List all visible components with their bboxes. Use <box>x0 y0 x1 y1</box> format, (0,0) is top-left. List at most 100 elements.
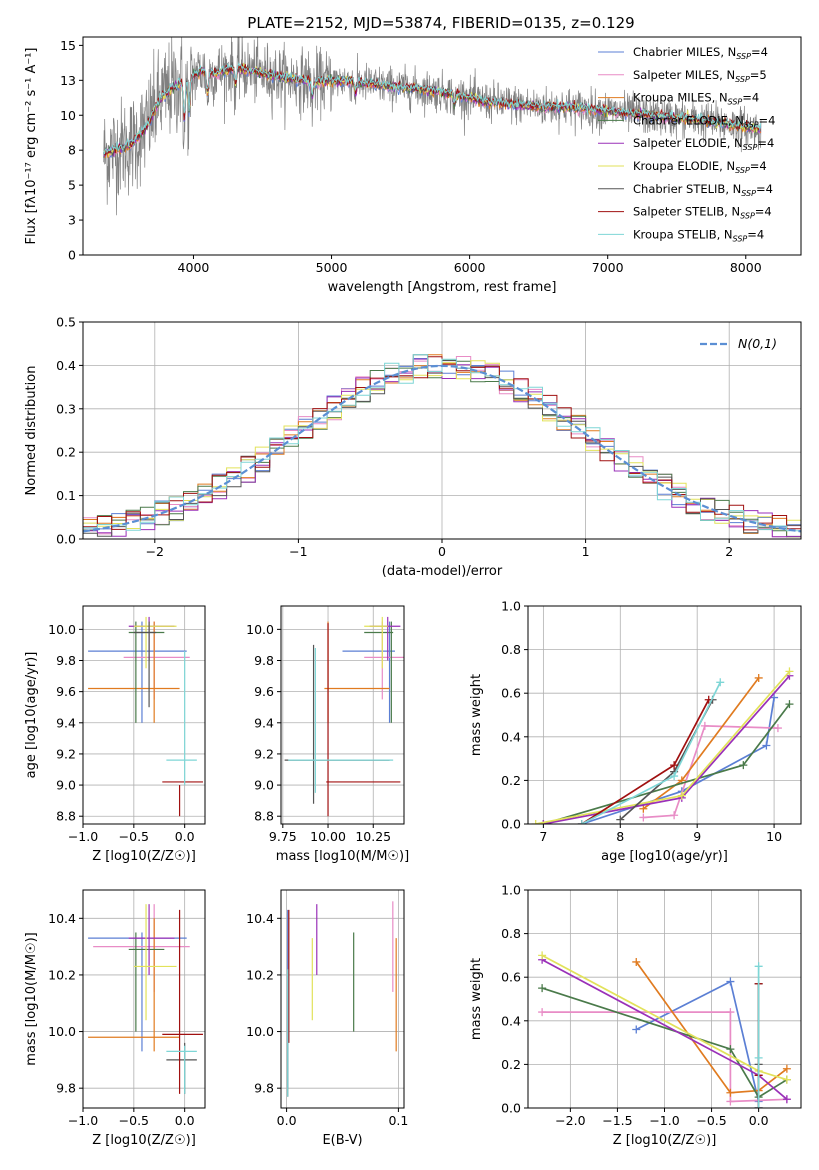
weight-marker <box>538 984 547 993</box>
y-tick-label: 1.0 <box>501 883 521 898</box>
y-tick-label: 9.2 <box>254 746 274 761</box>
legend-entry: Chabrier MILES, NSSP=4 <box>633 45 768 61</box>
x-tick-label: 0.0 <box>277 1113 297 1128</box>
x-tick-label: −0.5 <box>696 1113 726 1128</box>
y-tick-label: 0.5 <box>56 315 76 330</box>
y-tick-label: 9.6 <box>254 684 274 699</box>
weight-marker <box>670 811 679 820</box>
y-tick-label: 1.0 <box>501 599 521 614</box>
weight-marker <box>726 1045 735 1054</box>
plot-area <box>88 616 203 817</box>
spectrum-legend: Chabrier MILES, NSSP=4 Salpeter MILES, NS… <box>598 45 775 243</box>
y-tick-label: 9.0 <box>56 778 76 793</box>
x-tick-label: −1.0 <box>649 1113 679 1128</box>
y-tick-label: 10.0 <box>48 622 76 637</box>
y-tick-label: 0.3 <box>56 401 76 416</box>
axes-frame <box>82 36 802 256</box>
gaussian-curve <box>83 364 801 533</box>
y-tick-label: 0.2 <box>501 1057 521 1072</box>
x-tick-label: 0 <box>438 544 446 559</box>
x-axis-label: wavelength [Angstrom, rest frame] <box>328 280 557 295</box>
y-tick-label: 0.8 <box>501 926 521 941</box>
y-tick-label: 0.8 <box>501 642 521 657</box>
x-tick-label: −1.0 <box>68 829 98 844</box>
axes-frame <box>82 889 206 1109</box>
weight-marker <box>773 724 782 733</box>
age-vs-metallicity-panel: −1.0 −0.5 0.0 8.8 9.0 9.2 9.4 9.6 9.8 10.0 Z [log1… <box>24 605 206 864</box>
y-tick-label: 9.8 <box>56 1081 76 1096</box>
y-tick-label: 0.4 <box>501 729 521 744</box>
weight-marker <box>539 820 548 824</box>
x-axis-label: age [log10(age/yr)] <box>601 849 728 864</box>
y-tick-label: 9.6 <box>56 684 76 699</box>
x-axis-label: Z [log10(Z/Z☉)] <box>613 1133 717 1148</box>
spectrum-panel: Chabrier MILES, NSSP=4 Salpeter MILES, NS… <box>24 36 802 295</box>
weight-marker <box>726 977 735 986</box>
axes-frame <box>82 605 206 825</box>
weight-marker <box>632 1025 641 1034</box>
y-axis-label: Flux [fλ10⁻¹⁷ erg cm⁻² s⁻¹ A⁻¹] <box>24 48 39 245</box>
weight-marker <box>754 1053 763 1062</box>
mass-vs-ebv-panel: 0.0 0.1 9.8 10.0 10.2 10.4 E(B-V) <box>246 889 408 1148</box>
x-tick-label: 7 <box>539 829 547 844</box>
weight-marker <box>538 951 547 960</box>
x-axis-label: Z [log10(Z/Z☉)] <box>92 1133 196 1148</box>
weight-marker <box>785 700 794 709</box>
axes-frame <box>280 605 405 825</box>
weight-marker <box>726 1008 735 1017</box>
legend-entry: Chabrier ELODIE, NSSP=4 <box>633 113 775 129</box>
x-tick-label: 5000 <box>316 260 348 275</box>
weight-marker <box>716 678 725 687</box>
y-tick-label: 10 <box>60 108 76 123</box>
y-tick-label: 9.8 <box>56 653 76 668</box>
spectrum-data-line <box>103 37 762 216</box>
x-tick-label: 10.00 <box>310 829 346 844</box>
weight-marker <box>782 1075 791 1084</box>
y-tick-label: 8.8 <box>254 809 274 824</box>
weight-marker <box>726 1088 735 1097</box>
y-axis-label: mass weight <box>469 958 484 1040</box>
model-line <box>103 62 762 155</box>
plot-area <box>88 904 203 1094</box>
age-vs-mass-panel: 9.75 10.00 10.25 8.8 9.0 9.2 9.4 9.6 9.8 10.0 mass… <box>246 605 409 864</box>
figure-title: PLATE=2152, MJD=53874, FIBERID=0135, z=0… <box>247 14 634 32</box>
y-tick-label: 8 <box>68 143 76 158</box>
weight-marker <box>782 1064 791 1073</box>
x-tick-label: 10.25 <box>355 829 391 844</box>
weight-marker <box>577 820 586 824</box>
y-tick-label: 9.4 <box>56 715 76 730</box>
y-tick-label: 0.4 <box>501 1013 521 1028</box>
weight-marker <box>754 1104 763 1108</box>
y-tick-label: 10.4 <box>48 911 76 926</box>
y-tick-label: 0.6 <box>501 970 521 985</box>
y-tick-label: 13 <box>60 73 76 88</box>
x-tick-label: 8000 <box>730 260 762 275</box>
y-tick-label: 0.4 <box>56 358 76 373</box>
y-axis-label: age [log10(age/yr)] <box>24 652 39 779</box>
weight-marker <box>677 791 686 800</box>
weight-marker <box>726 1097 735 1106</box>
x-axis-label: Z [log10(Z/Z☉)] <box>92 849 196 864</box>
legend-entry: Kroupa ELODIE, NSSP=4 <box>633 159 767 175</box>
y-tick-label: 9.0 <box>254 778 274 793</box>
y-tick-label: 15 <box>60 38 76 53</box>
x-axis-label: (data-model)/error <box>382 564 503 579</box>
plot-area <box>103 37 762 216</box>
legend-entry: Salpeter MILES, NSSP=5 <box>633 68 767 84</box>
y-tick-label: 0.0 <box>501 1101 521 1116</box>
plot-area <box>538 951 791 1108</box>
y-tick-label: 3 <box>68 213 76 228</box>
weight-marker <box>785 667 794 676</box>
y-tick-label: 9.2 <box>56 746 76 761</box>
axes-frame <box>527 605 802 825</box>
legend-entry: Kroupa STELIB, NSSP=4 <box>633 227 764 243</box>
x-tick-label: 6000 <box>454 260 486 275</box>
weight-marker <box>754 673 763 682</box>
x-tick-label: 2 <box>725 544 733 559</box>
x-tick-label: −2 <box>146 544 164 559</box>
weight-marker <box>739 761 748 770</box>
x-tick-label: 1 <box>582 544 590 559</box>
plot-area <box>531 667 794 824</box>
plot-area <box>284 616 404 817</box>
y-tick-label: 10.0 <box>48 1024 76 1039</box>
